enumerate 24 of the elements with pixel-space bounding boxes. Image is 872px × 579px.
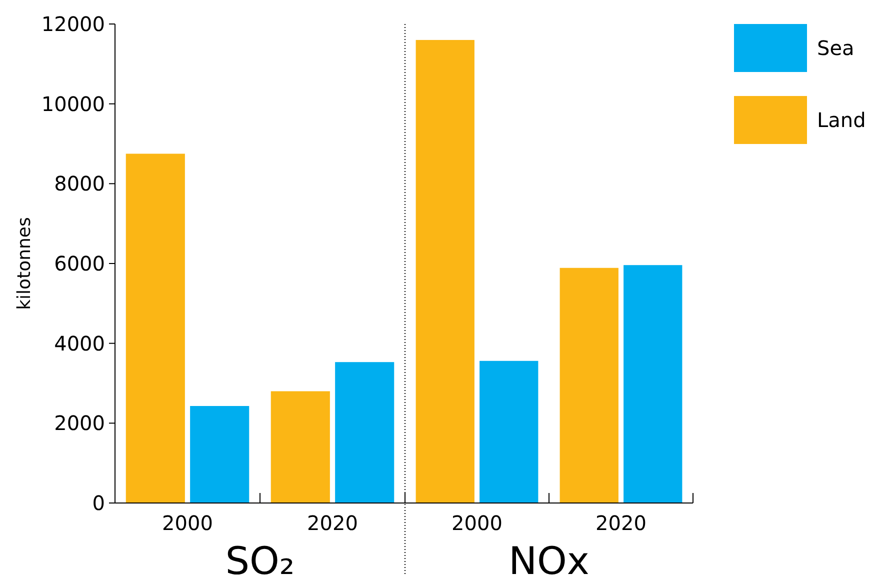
y-tick-label: 0	[92, 491, 105, 515]
bar	[416, 40, 474, 503]
bar	[270, 391, 330, 503]
x-tick-label: 2020	[307, 511, 358, 535]
x-axis-title: NOx	[508, 539, 590, 579]
bar	[624, 265, 682, 503]
x-tick-label: 2020	[596, 511, 646, 535]
bar	[480, 360, 538, 503]
bar	[560, 268, 618, 503]
legend-label: Sea	[817, 36, 854, 60]
y-tick-label: 4000	[54, 331, 105, 356]
y-tick-label: 12000	[41, 12, 105, 36]
y-tick-label: 10000	[41, 92, 105, 116]
y-tick-label: 2000	[54, 411, 105, 436]
y-tick-label: 6000	[54, 252, 105, 276]
bar	[190, 406, 250, 503]
x-tick-label: 2000	[162, 511, 213, 535]
y-tick-label: 8000	[54, 172, 105, 196]
x-tick-label: 2000	[452, 511, 502, 535]
x-axis-title: SO₂	[225, 539, 295, 579]
bar	[335, 362, 394, 503]
bar	[126, 154, 185, 503]
legend-label: Land	[817, 108, 866, 132]
y-axis-title: kilotonnes	[14, 217, 35, 310]
